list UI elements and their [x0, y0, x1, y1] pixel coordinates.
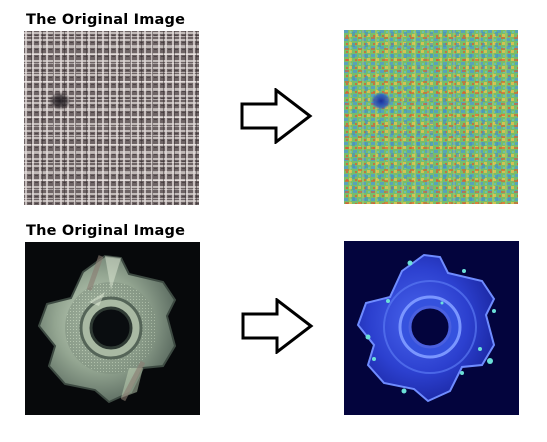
- right-arrow-icon: [240, 88, 313, 144]
- fabric-heatmap-image: [344, 30, 518, 204]
- right-arrow-icon: [241, 298, 314, 354]
- row1-title: The Original Image: [26, 12, 186, 28]
- nut-heatmap-shape: [356, 253, 496, 403]
- row2-title: The Original Image: [26, 223, 186, 239]
- heatmap-defect-spot: [371, 92, 391, 110]
- fabric-defect-spot: [49, 92, 71, 110]
- fabric-input-image: [24, 31, 199, 205]
- metal-nut-heatmap-image: [344, 241, 519, 415]
- metal-nut-input-image: [25, 242, 200, 415]
- heatmap-hotspots: [365, 260, 496, 394]
